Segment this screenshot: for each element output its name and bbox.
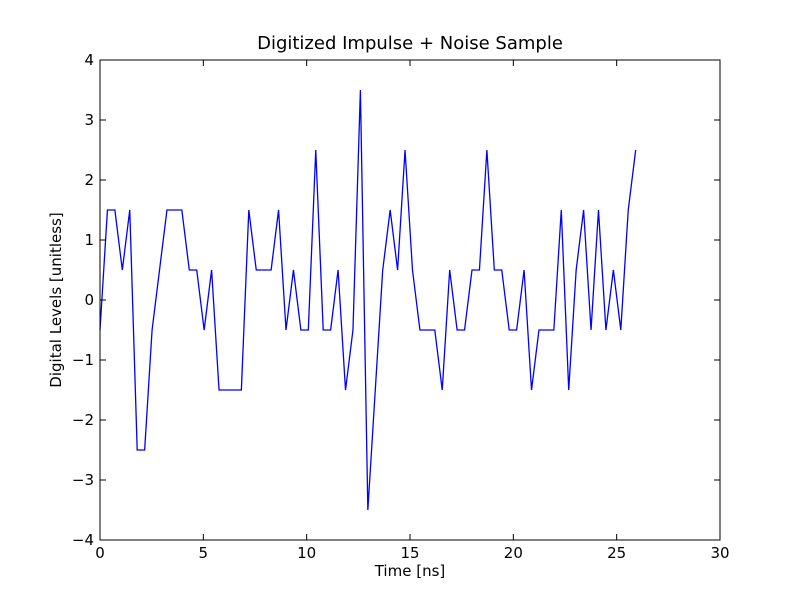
data-point — [509, 329, 510, 330]
data-point — [233, 389, 234, 390]
data-point — [576, 269, 577, 270]
data-point — [330, 329, 331, 330]
data-point — [248, 209, 249, 210]
data-point — [494, 269, 495, 270]
x-tick-label: 20 — [504, 544, 523, 562]
data-point — [308, 329, 309, 330]
data-point — [315, 149, 316, 150]
data-point — [122, 269, 123, 270]
data-point — [568, 389, 569, 390]
x-tick-label: 25 — [607, 544, 626, 562]
data-point — [613, 269, 614, 270]
y-tick-label: −4 — [72, 531, 94, 549]
data-point — [137, 449, 138, 450]
data-point — [471, 269, 472, 270]
data-point — [397, 269, 398, 270]
data-point — [620, 329, 621, 330]
data-point — [598, 209, 599, 210]
axis-ticks: 0 5 10 15 20 25 30 −4 −3 −2 −1 0 1 2 3 4 — [72, 51, 730, 562]
data-point — [174, 209, 175, 210]
data-point — [323, 329, 324, 330]
data-point — [628, 209, 629, 210]
data-point — [285, 329, 286, 330]
data-point — [367, 509, 368, 510]
y-tick-label: −2 — [72, 411, 94, 429]
data-point — [345, 389, 346, 390]
y-tick-label: −3 — [72, 471, 94, 489]
data-point — [375, 389, 376, 390]
data-point — [464, 329, 465, 330]
data-point — [561, 209, 562, 210]
data-point — [635, 149, 636, 150]
data-point — [107, 209, 108, 210]
data-point — [271, 269, 272, 270]
y-tick-label: 0 — [84, 291, 94, 309]
y-tick-label: 3 — [84, 111, 94, 129]
series-line-0 — [99, 89, 637, 511]
data-point — [546, 329, 547, 330]
data-point — [159, 269, 160, 270]
x-tick-label: 5 — [199, 544, 209, 562]
y-tick-label: −1 — [72, 351, 94, 369]
data-point — [442, 389, 443, 390]
data-point — [114, 209, 115, 210]
y-axis-label: Digital Levels [unitless] — [47, 212, 65, 387]
data-point — [181, 209, 182, 210]
data-point — [449, 269, 450, 270]
data-point — [196, 269, 197, 270]
data-point — [218, 389, 219, 390]
data-point — [531, 389, 532, 390]
data-point — [419, 329, 420, 330]
y-tick-label: 2 — [84, 171, 94, 189]
data-point — [427, 329, 428, 330]
data-point — [523, 269, 524, 270]
plot-area — [99, 89, 637, 511]
data-point — [144, 449, 145, 450]
data-point — [553, 329, 554, 330]
axes-frame — [99, 59, 721, 541]
data-point — [479, 269, 480, 270]
data-point — [501, 269, 502, 270]
x-tick-label: 10 — [297, 544, 316, 562]
data-point — [404, 149, 405, 150]
x-tick-label: 0 — [95, 544, 105, 562]
data-point — [226, 389, 227, 390]
y-tick-label: 4 — [84, 51, 94, 69]
chart-title: Digitized Impulse + Noise Sample — [257, 33, 563, 54]
data-point — [605, 329, 606, 330]
data-point — [352, 329, 353, 330]
data-point — [263, 269, 264, 270]
data-point — [538, 329, 539, 330]
data-point — [211, 269, 212, 270]
data-point — [204, 329, 205, 330]
data-point — [583, 209, 584, 210]
data-point — [256, 269, 257, 270]
data-point — [166, 209, 167, 210]
y-tick-label: 1 — [84, 231, 94, 249]
x-tick-label: 15 — [400, 544, 419, 562]
data-point — [457, 329, 458, 330]
data-point — [151, 329, 152, 330]
data-point — [241, 389, 242, 390]
data-point — [516, 329, 517, 330]
data-point — [486, 149, 487, 150]
data-point — [412, 269, 413, 270]
data-point — [390, 209, 391, 210]
data-point — [382, 269, 383, 270]
x-tick-label: 30 — [710, 544, 729, 562]
data-point — [129, 209, 130, 210]
x-axis-label: Time [ns] — [374, 562, 446, 580]
data-point — [590, 329, 591, 330]
data-point — [189, 269, 190, 270]
data-point — [278, 209, 279, 210]
data-point — [434, 329, 435, 330]
data-point — [360, 89, 361, 90]
data-point — [337, 269, 338, 270]
data-point — [293, 269, 294, 270]
data-point — [300, 329, 301, 330]
